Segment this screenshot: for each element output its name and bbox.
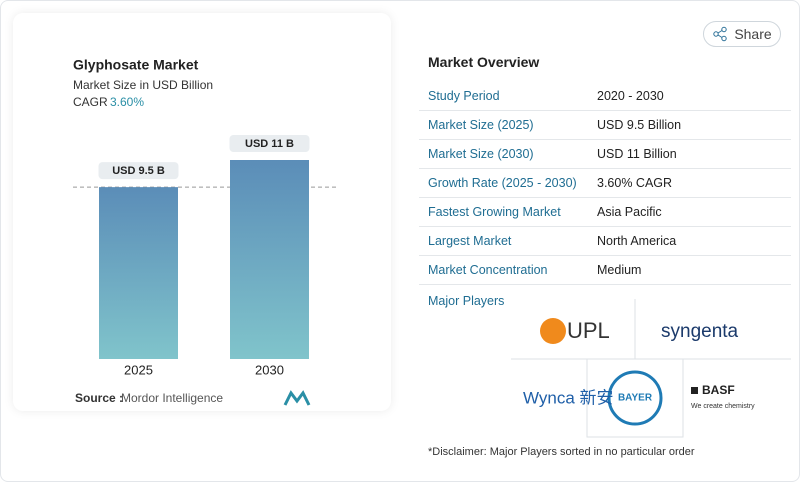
- x-tick-label: 2030: [255, 362, 284, 377]
- player-logo: BASF: [702, 383, 735, 397]
- share-icon: [713, 26, 728, 42]
- bar: [230, 160, 309, 359]
- row-value: Asia Pacific: [597, 205, 662, 219]
- bar: [99, 187, 178, 359]
- value-label: USD 11 B: [245, 138, 294, 150]
- players-title: Major Players: [428, 294, 505, 308]
- cagr-value: 3.60%: [110, 95, 144, 109]
- source-label: Source :: [75, 391, 123, 405]
- overview-row: Market Size (2025) USD 9.5 Billion: [419, 110, 791, 140]
- row-label: Market Size (2030): [428, 147, 534, 161]
- row-value: North America: [597, 234, 677, 248]
- share-text: Share: [734, 26, 772, 42]
- disclaimer: *Disclaimer: Major Players sorted in no …: [428, 446, 695, 458]
- chart: Glyphosate Market Market Size in USD Bil…: [73, 57, 339, 406]
- overview-row: Largest Market North America: [419, 226, 791, 256]
- overview-row: Growth Rate (2025 - 2030) 3.60% CAGR: [419, 168, 791, 198]
- source: Mordor Intelligence: [121, 391, 223, 405]
- overview-title: Market Overview: [428, 54, 540, 70]
- row-label: Study Period: [428, 89, 500, 103]
- chart-subtitle: Market Size in USD Billion: [73, 78, 213, 92]
- players-grid: UPL syngenta BAYER Wynca 新安 BASF We crea…: [511, 299, 791, 438]
- value-label: USD 9.5 B: [112, 165, 165, 177]
- row-label: Market Size (2025): [428, 118, 534, 132]
- chart-card: Glyphosate Market Market Size in USD Bil…: [13, 13, 391, 411]
- overview-row: Market Size (2030) USD 11 Billion: [419, 139, 791, 169]
- row-value: USD 9.5 Billion: [597, 118, 682, 132]
- row-label: Largest Market: [428, 234, 512, 248]
- player-logo: UPL: [567, 318, 610, 343]
- row-label: Market Concentration: [428, 263, 548, 277]
- overview-row: Fastest Growing Market Asia Pacific: [419, 197, 791, 227]
- row-label: Growth Rate (2025 - 2030): [428, 176, 577, 190]
- brand-logo: [283, 390, 311, 406]
- row-value: USD 11 Billion: [597, 147, 677, 161]
- row-label: Fastest Growing Market: [428, 205, 561, 219]
- player-logo: syngenta: [661, 321, 739, 342]
- row-value: Medium: [597, 263, 642, 277]
- player-logo: We create chemistry: [691, 403, 755, 410]
- player-logo: BAYER: [618, 393, 653, 404]
- overview-row: Market Concentration Medium: [419, 255, 791, 285]
- x-tick-label: 2025: [124, 362, 153, 377]
- overview-row: Study Period 2020 - 2030: [419, 81, 791, 111]
- share-button[interactable]: Share: [703, 21, 781, 47]
- value-label-bg: [229, 135, 310, 152]
- chart-title: Glyphosate Market: [73, 57, 199, 73]
- value-label-bg: [98, 162, 179, 180]
- row-value: 3.60% CAGR: [597, 176, 673, 190]
- cagr-label: CAGR: [73, 95, 108, 109]
- row-value: 2020 - 2030: [597, 89, 664, 103]
- player-logo: Wynca 新安: [523, 388, 614, 407]
